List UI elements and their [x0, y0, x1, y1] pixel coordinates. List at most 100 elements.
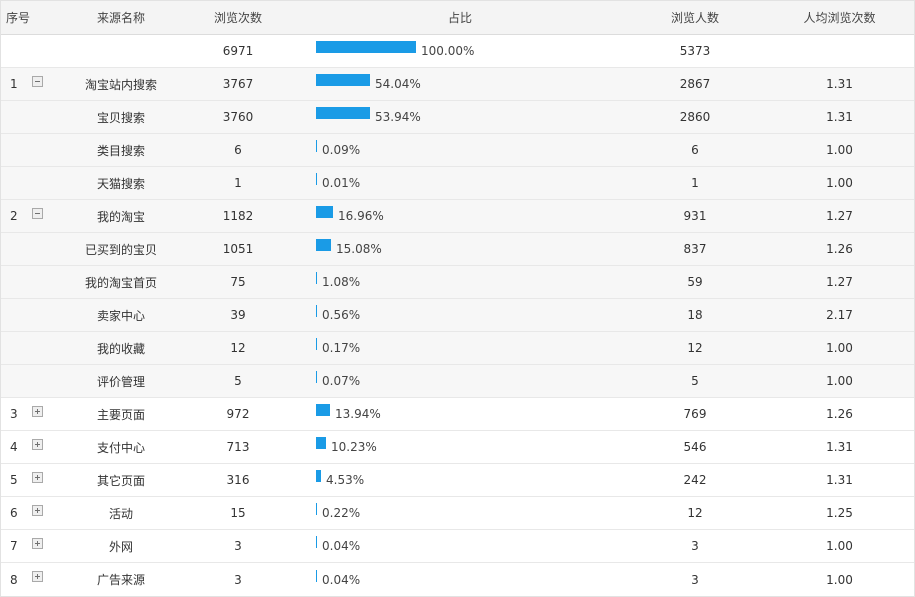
table-row[interactable]: 我的收藏 12 0.17% 12 1.00 — [1, 332, 914, 365]
row-avg-views: 1.26 — [826, 242, 853, 256]
ratio-bar — [316, 239, 331, 251]
row-visitors: 59 — [687, 275, 703, 289]
row-source-name: 已买到的宝贝 — [84, 242, 157, 257]
row-views: 6971 — [222, 44, 254, 58]
row-views: 6 — [234, 143, 242, 157]
row-source-name: 其它页面 — [96, 473, 145, 488]
row-views: 3760 — [222, 110, 254, 124]
ratio-label: 0.04% — [322, 539, 361, 553]
row-views: 3 — [234, 572, 242, 587]
row-ratio: 4.53% — [295, 470, 625, 487]
table-row[interactable]: 8 广告来源 3 0.04% 3 1.00 — [1, 563, 914, 596]
table-row[interactable]: 已买到的宝贝 1051 15.08% 837 1.26 — [1, 233, 914, 266]
row-ratio: 16.96% — [295, 206, 625, 223]
header-index[interactable]: 序号 — [6, 11, 31, 25]
row-index: 8 — [1, 571, 61, 587]
ratio-label: 54.04% — [375, 77, 421, 91]
ratio-label: 0.17% — [322, 341, 361, 355]
row-visitors: 3 — [691, 572, 699, 587]
row-views: 1051 — [222, 242, 254, 256]
table-row[interactable]: 评价管理 5 0.07% 5 1.00 — [1, 365, 914, 398]
header-views[interactable]: 浏览次数 — [213, 11, 262, 25]
table-header: 序号 来源名称 浏览次数 占比 浏览人数 人均浏览次数 — [1, 1, 914, 35]
row-source-name: 淘宝站内搜索 — [84, 77, 157, 92]
row-source-name: 我的淘宝 — [96, 209, 145, 224]
row-views: 1 — [234, 176, 242, 190]
row-index: 5 — [1, 471, 61, 487]
row-source-name: 卖家中心 — [96, 308, 145, 323]
row-ratio: 1.08% — [295, 272, 625, 289]
row-visitors: 1 — [691, 176, 699, 190]
ratio-label: 15.08% — [336, 242, 382, 256]
row-views: 713 — [226, 440, 250, 454]
table-row[interactable]: 6 活动 15 0.22% 12 1.25 — [1, 497, 914, 530]
expand-icon[interactable] — [32, 571, 43, 582]
row-visitors: 546 — [683, 440, 707, 454]
collapse-icon[interactable] — [32, 207, 43, 219]
row-index-number: 6 — [10, 506, 18, 520]
row-avg-views: 1.00 — [826, 539, 853, 553]
expand-icon[interactable] — [32, 504, 43, 516]
row-ratio: 53.94% — [295, 107, 625, 124]
header-ratio[interactable]: 占比 — [447, 11, 472, 25]
row-index-number: 2 — [10, 209, 18, 223]
ratio-label: 16.96% — [338, 209, 384, 223]
row-views: 3 — [234, 539, 242, 553]
row-index: 7 — [1, 537, 61, 553]
ratio-label: 0.07% — [322, 374, 361, 388]
table-row[interactable]: 卖家中心 39 0.56% 18 2.17 — [1, 299, 914, 332]
row-avg-views: 1.00 — [826, 176, 853, 190]
ratio-bar — [316, 470, 321, 482]
header-source[interactable]: 来源名称 — [96, 11, 145, 25]
ratio-bar — [316, 173, 317, 185]
row-visitors: 837 — [683, 242, 707, 256]
ratio-bar — [316, 41, 416, 53]
table-row[interactable]: 宝贝搜索 3760 53.94% 2860 1.31 — [1, 101, 914, 134]
collapse-icon[interactable] — [32, 75, 43, 87]
header-avg[interactable]: 人均浏览次数 — [803, 11, 876, 25]
row-visitors: 769 — [683, 407, 707, 421]
row-source-name: 广告来源 — [96, 573, 145, 587]
row-visitors: 242 — [683, 473, 707, 487]
table-row[interactable]: 6971 100.00% 5373 — [1, 35, 914, 68]
row-source-name: 支付中心 — [96, 440, 145, 455]
ratio-label: 4.53% — [326, 473, 365, 487]
row-views: 316 — [226, 473, 250, 487]
ratio-bar — [316, 206, 333, 218]
row-source-name: 评价管理 — [96, 374, 145, 389]
row-avg-views: 1.00 — [826, 374, 853, 388]
row-ratio: 13.94% — [295, 404, 625, 421]
row-ratio: 54.04% — [295, 74, 625, 91]
table-row[interactable]: 7 外网 3 0.04% 3 1.00 — [1, 530, 914, 563]
row-ratio: 0.09% — [295, 140, 625, 157]
row-visitors: 2867 — [679, 77, 711, 91]
header-visitors[interactable]: 浏览人数 — [670, 11, 719, 25]
row-index-number: 3 — [10, 407, 18, 421]
ratio-label: 0.01% — [322, 176, 361, 190]
row-visitors: 12 — [687, 341, 703, 355]
row-visitors: 3 — [691, 539, 699, 553]
ratio-label: 13.94% — [335, 407, 381, 421]
table-row[interactable]: 2 我的淘宝 1182 16.96% 931 1.27 — [1, 200, 914, 233]
expand-icon[interactable] — [32, 405, 43, 417]
expand-icon[interactable] — [32, 438, 43, 450]
row-ratio: 10.23% — [295, 437, 625, 454]
table-row[interactable]: 类目搜索 6 0.09% 6 1.00 — [1, 134, 914, 167]
row-views: 75 — [230, 275, 246, 289]
row-views: 1182 — [222, 209, 254, 223]
expand-icon[interactable] — [32, 471, 43, 483]
table-row[interactable]: 3 主要页面 972 13.94% 769 1.26 — [1, 398, 914, 431]
expand-icon[interactable] — [32, 537, 43, 549]
table-row[interactable]: 1 淘宝站内搜索 3767 54.04% 2867 1.31 — [1, 68, 914, 101]
table-row[interactable]: 天猫搜索 1 0.01% 1 1.00 — [1, 167, 914, 200]
table-row[interactable]: 5 其它页面 316 4.53% 242 1.31 — [1, 464, 914, 497]
row-ratio: 0.22% — [295, 503, 625, 520]
row-visitors: 5 — [691, 374, 699, 388]
table-row[interactable]: 4 支付中心 713 10.23% 546 1.31 — [1, 431, 914, 464]
row-visitors: 931 — [683, 209, 707, 223]
row-ratio: 0.01% — [295, 173, 625, 190]
row-index-number: 7 — [10, 539, 18, 553]
table-row[interactable]: 我的淘宝首页 75 1.08% 59 1.27 — [1, 266, 914, 299]
row-views: 5 — [234, 374, 242, 388]
